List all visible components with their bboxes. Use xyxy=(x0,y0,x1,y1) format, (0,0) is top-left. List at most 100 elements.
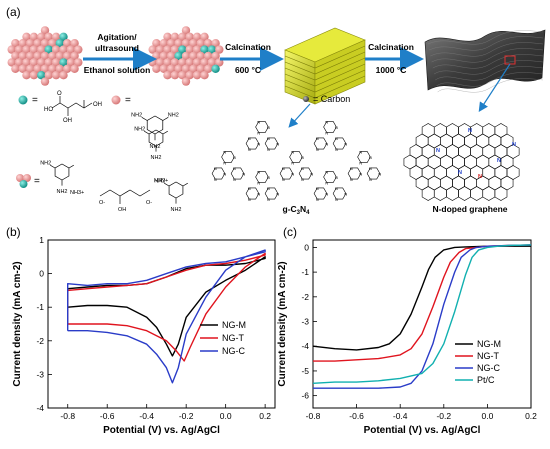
melamine-citric-cluster-1 xyxy=(7,26,83,86)
n-atom: N xyxy=(276,141,279,146)
heptazine-ring xyxy=(245,137,260,150)
melamine-particle xyxy=(196,64,205,74)
gc3n4-block xyxy=(284,27,366,105)
n-atom: N xyxy=(359,160,362,165)
melamine-particle xyxy=(11,39,20,48)
panel-c-label: (c) xyxy=(283,225,297,239)
melamine-particle xyxy=(18,64,27,74)
panel-b-label: (b) xyxy=(6,225,21,239)
melamine-particle xyxy=(74,45,83,54)
amine-label: NH2 xyxy=(150,155,161,161)
bond xyxy=(182,182,188,187)
melamine-particle xyxy=(51,58,61,67)
melamine-particle xyxy=(62,64,72,74)
heptazine-ring xyxy=(357,151,371,163)
heptazine-ring xyxy=(245,187,260,200)
melamine-particle xyxy=(152,64,161,74)
series-line-ng-c xyxy=(313,244,532,389)
legend-label: NG-T xyxy=(222,333,244,343)
graphene-wave-line xyxy=(435,66,544,81)
n-atom: N xyxy=(233,166,236,171)
n-atom: N xyxy=(325,119,328,124)
citric-acid-particle xyxy=(207,45,217,54)
citric-acid-particle xyxy=(211,64,220,74)
melamine-particle xyxy=(51,32,61,41)
melamine-particle xyxy=(192,58,202,67)
melamine-particle xyxy=(200,58,209,67)
melamine-particle xyxy=(74,58,83,67)
melamine-particle xyxy=(159,39,168,48)
y-axis-label: Current density (mA cm-2) xyxy=(12,261,23,386)
graphene-wave-line xyxy=(429,36,544,51)
y-tick-label: -3 xyxy=(36,369,44,379)
bond xyxy=(68,164,74,169)
melamine-particle xyxy=(155,58,165,67)
bond xyxy=(50,164,56,169)
heptazine-ring xyxy=(211,167,226,180)
graphene-hexagon xyxy=(482,186,496,201)
y-tick-label: -2 xyxy=(36,336,44,346)
melamine-particle xyxy=(192,45,202,54)
bond xyxy=(164,182,170,187)
melamine-particle xyxy=(155,45,165,54)
y-tick-label: 0 xyxy=(39,269,44,279)
n-atom: N xyxy=(267,175,270,180)
melamine-particle xyxy=(29,45,39,54)
amine-label: NH2 xyxy=(168,112,179,118)
n-atom: N xyxy=(257,119,260,124)
triazine-ring xyxy=(168,181,184,199)
melamine-particle xyxy=(62,39,72,48)
n-dopant: N xyxy=(436,148,440,154)
graphene-hexagon xyxy=(415,175,429,191)
chem-label: O- xyxy=(99,200,105,206)
melamine-particle xyxy=(37,32,46,41)
melamine-particle xyxy=(29,71,39,80)
graphene-hexagon xyxy=(470,186,484,201)
melamine-particle xyxy=(167,39,176,48)
series-line-ng-t xyxy=(67,252,266,362)
x-tick-label: -0.4 xyxy=(393,411,408,421)
amine-label: NH2 xyxy=(40,161,51,167)
graphene-hexagon xyxy=(488,133,502,149)
x-tick-label: -0.2 xyxy=(179,411,194,421)
graphene-hexagon xyxy=(482,144,496,159)
graphene-hexagon xyxy=(446,186,459,201)
y-tick-label: -5 xyxy=(301,366,309,376)
x-tick-label: 0.2 xyxy=(259,411,271,421)
melamine-particle xyxy=(66,58,76,67)
n-atom: N xyxy=(316,147,319,152)
citric-acid-particle xyxy=(37,71,46,80)
melamine-particle xyxy=(44,71,53,80)
y-tick-label: -4 xyxy=(301,341,309,351)
melamine-particle xyxy=(185,58,194,67)
x-tick-label: -0.6 xyxy=(349,411,364,421)
n-atom: N xyxy=(359,171,362,176)
melamine-particle xyxy=(163,45,172,54)
y-tick-label: -2 xyxy=(301,292,309,302)
melamine-particle xyxy=(178,32,187,41)
melamine-particle xyxy=(40,26,50,35)
n-atom: N xyxy=(276,191,279,196)
citric-acid-sphere xyxy=(18,95,28,105)
legend-label: NG-M xyxy=(477,339,501,349)
y-tick-label: 0 xyxy=(304,242,309,252)
n-atom: N xyxy=(257,191,260,196)
melamine-particle xyxy=(40,51,50,61)
heptazine-ring xyxy=(313,187,328,200)
carbon-legend: = Carbon xyxy=(313,94,350,104)
heptazine-ring xyxy=(332,187,347,200)
n-atom: N xyxy=(325,191,328,196)
y-tick-label: -4 xyxy=(36,403,44,413)
n-atom: N xyxy=(257,180,260,185)
n-atom: N xyxy=(214,166,217,171)
melamine-particle xyxy=(189,51,198,61)
melamine-particle xyxy=(51,45,61,54)
melamine-particle xyxy=(159,51,168,61)
n-atom: N xyxy=(248,197,251,202)
melamine-particle xyxy=(44,58,53,67)
melamine-particle xyxy=(185,32,194,41)
melamine-particle xyxy=(211,39,220,48)
n-atom: N xyxy=(325,169,328,174)
graphene-hexagon xyxy=(427,175,441,191)
